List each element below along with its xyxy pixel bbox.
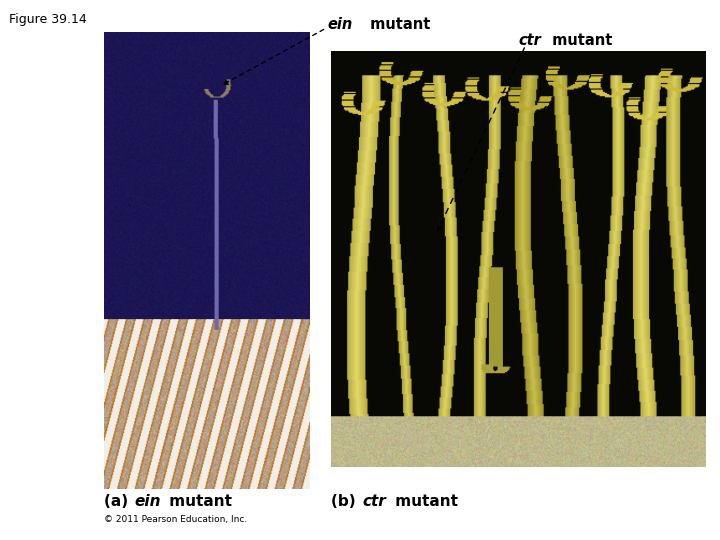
Text: © 2011 Pearson Education, Inc.: © 2011 Pearson Education, Inc. <box>104 515 248 524</box>
Text: (b): (b) <box>331 494 361 509</box>
Text: ctr: ctr <box>518 33 541 48</box>
Text: mutant: mutant <box>547 33 613 48</box>
Text: ctr: ctr <box>363 494 387 509</box>
Text: ein: ein <box>328 17 353 32</box>
Text: ein: ein <box>135 494 161 509</box>
Text: Figure 39.14: Figure 39.14 <box>9 14 86 26</box>
Text: mutant: mutant <box>164 494 232 509</box>
Text: mutant: mutant <box>390 494 457 509</box>
Text: mutant: mutant <box>365 17 431 32</box>
Text: (a): (a) <box>104 494 134 509</box>
